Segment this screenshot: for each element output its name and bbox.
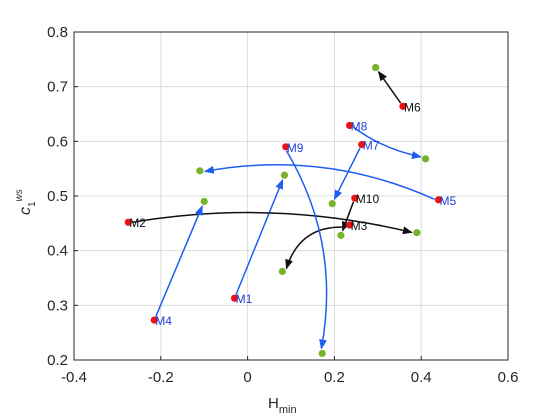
arrow-m3 bbox=[285, 226, 347, 270]
end-point-m3 bbox=[278, 267, 286, 276]
x-axis-label: Hmin bbox=[268, 395, 297, 416]
x-tick-label: 0.2 bbox=[324, 369, 345, 386]
start-point-m9 bbox=[282, 143, 290, 151]
start-point-m4 bbox=[150, 316, 158, 324]
y-tick-label: 0.7 bbox=[47, 79, 68, 96]
arrow-m10 bbox=[341, 201, 355, 232]
arrow-m6 bbox=[377, 70, 402, 104]
x-tick-label: 0 bbox=[243, 369, 251, 386]
start-point-m7 bbox=[358, 141, 366, 149]
arrow-m7 bbox=[333, 147, 361, 201]
end-point-m5 bbox=[196, 167, 204, 175]
label-m6: M6 bbox=[404, 100, 421, 114]
y-tick-label: 0.6 bbox=[47, 133, 68, 150]
arrow-m9 bbox=[285, 150, 328, 350]
end-point-m9 bbox=[318, 349, 326, 358]
y-tick-label: 0.4 bbox=[47, 243, 68, 260]
end-point-m8 bbox=[421, 155, 430, 163]
label-m3: M3 bbox=[351, 219, 368, 233]
start-point-m3 bbox=[345, 221, 354, 229]
arrow-m5 bbox=[203, 164, 435, 201]
end-point-m10 bbox=[337, 231, 345, 239]
arrow-m4 bbox=[155, 205, 203, 317]
end-point-m4 bbox=[200, 197, 208, 206]
axis-ticks: -0.4 -0.2 0 0.2 0.4 0.6 0.2 0.3 0.4 0.5 0.6 0.7 0.8 bbox=[47, 24, 518, 386]
y-tick-label: 0.2 bbox=[47, 352, 68, 369]
end-point-m7 bbox=[328, 200, 336, 208]
start-point-m8 bbox=[345, 121, 354, 130]
x-tick-label: 0.6 bbox=[498, 369, 519, 386]
x-tick-label: -0.4 bbox=[61, 369, 87, 386]
arrows bbox=[132, 70, 435, 350]
y-tick-label: 0.8 bbox=[47, 24, 68, 41]
label-m10: M10 bbox=[356, 192, 380, 206]
arrow-m1 bbox=[235, 178, 284, 295]
start-point-m10 bbox=[351, 194, 359, 202]
start-point-m5 bbox=[434, 196, 443, 204]
x-tick-label: 0.4 bbox=[411, 369, 432, 386]
arrow-m2 bbox=[132, 211, 413, 235]
point-labels: M1 M2 M3 M4 M5 M6 M7 M8 M9 M10 bbox=[129, 100, 456, 328]
x-tick-label: -0.2 bbox=[148, 369, 174, 386]
start-point-m1 bbox=[230, 294, 239, 302]
y-tick-label: 0.3 bbox=[47, 297, 68, 314]
label-m5: M5 bbox=[440, 194, 457, 208]
end-point-m6 bbox=[372, 63, 380, 72]
label-m2: M2 bbox=[129, 216, 146, 230]
label-m9: M9 bbox=[287, 141, 304, 155]
label-m7: M7 bbox=[363, 139, 380, 153]
label-m8: M8 bbox=[351, 119, 368, 133]
label-m1: M1 bbox=[236, 292, 253, 306]
markers bbox=[124, 63, 443, 358]
start-point-m2 bbox=[124, 218, 132, 226]
start-point-m6 bbox=[399, 102, 407, 110]
y-axis-label: c1ws bbox=[14, 189, 38, 215]
label-m4: M4 bbox=[155, 314, 172, 328]
y-tick-label: 0.5 bbox=[47, 188, 68, 205]
end-point-m1 bbox=[280, 171, 289, 179]
arrow-m8 bbox=[352, 126, 422, 160]
end-point-m2 bbox=[413, 229, 421, 237]
